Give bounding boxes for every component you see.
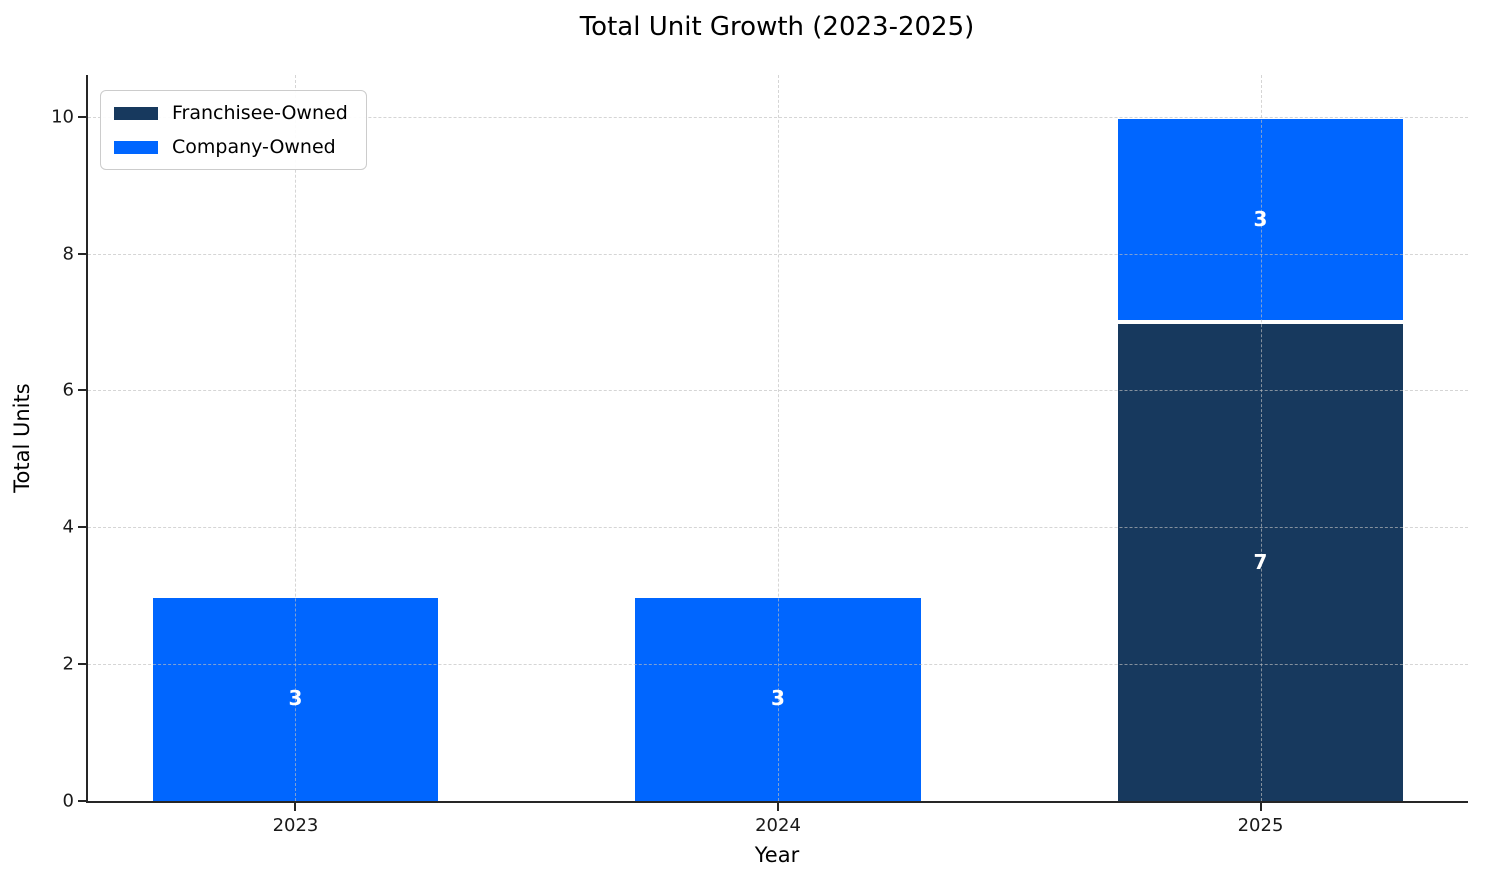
y-tick-label: 8 xyxy=(62,243,74,265)
x-tick-label: 2025 xyxy=(1237,815,1284,836)
bar-segment-franchisee-owned xyxy=(1115,322,1406,801)
y-tick-mark xyxy=(78,526,86,529)
x-tick-mark xyxy=(777,803,779,811)
x-tick-label: 2024 xyxy=(755,815,801,836)
y-tick-label: 0 xyxy=(62,790,74,812)
y-tick-label: 4 xyxy=(62,516,74,538)
legend-label: Franchisee-Owned xyxy=(172,102,348,124)
x-tick-label: 2023 xyxy=(272,815,319,836)
y-tick-label: 2 xyxy=(62,653,74,675)
y-tick-mark xyxy=(78,115,86,118)
legend: Franchisee-Owned Company-Owned xyxy=(100,90,367,170)
legend-swatch-icon xyxy=(114,140,158,154)
bar-segment-company-owned xyxy=(633,595,923,801)
y-tick-mark xyxy=(78,800,86,802)
x-axis-label: Year xyxy=(754,843,800,867)
x-tick-mark xyxy=(294,803,297,811)
y-tick-label: 10 xyxy=(51,106,74,128)
y-axis-label: Total Units xyxy=(10,383,34,493)
y-tick-label: 6 xyxy=(62,379,74,401)
bar-segment-company-owned xyxy=(150,595,441,801)
legend-label: Company-Owned xyxy=(172,136,336,158)
y-tick-mark xyxy=(78,252,86,255)
chart-title: Total Unit Growth (2023-2025) xyxy=(579,12,975,42)
plot-area: Franchisee-Owned Company-Owned 0 2 4 6 8 10 202… xyxy=(51,75,1468,836)
x-tick-mark xyxy=(1259,803,1262,811)
legend-item: Franchisee-Owned xyxy=(114,102,348,124)
y-tick-mark xyxy=(78,389,86,392)
legend-swatch-icon xyxy=(114,106,158,120)
y-tick-mark xyxy=(78,663,86,666)
legend-item: Company-Owned xyxy=(114,136,348,158)
bar-segment-company-owned xyxy=(1115,116,1406,322)
